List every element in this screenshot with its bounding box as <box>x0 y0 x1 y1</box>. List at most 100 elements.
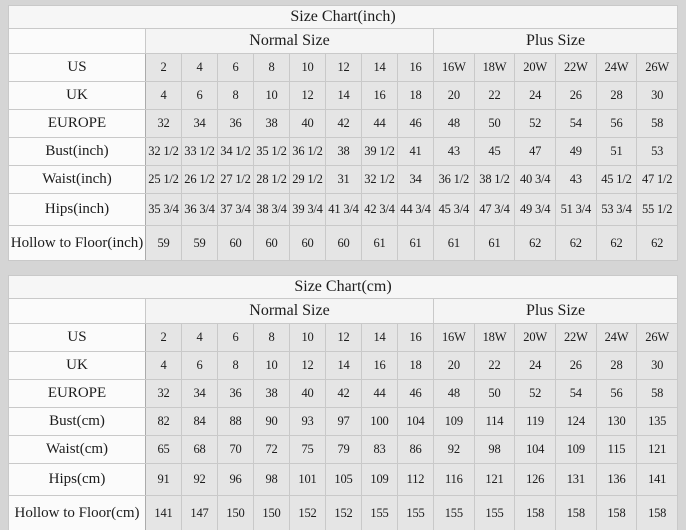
size-value-cell: 14 <box>361 323 398 352</box>
size-value-cell: 46 <box>397 379 434 408</box>
size-value-cell: 45 <box>473 137 516 166</box>
size-value-cell: 38 3/4 <box>253 193 290 226</box>
size-value-cell: 60 <box>289 225 326 261</box>
size-value-cell: 28 1/2 <box>253 165 290 194</box>
size-value-cell: 75 <box>289 435 326 464</box>
size-value-cell: 61 <box>397 225 434 261</box>
size-value-cell: 41 <box>397 137 434 166</box>
size-value-cell: 26 1/2 <box>181 165 218 194</box>
size-value-cell: 18W <box>473 323 516 352</box>
table-row: UK 4 6 8 10 12 14 16 18 20 22 24 26 28 30 <box>8 81 678 110</box>
size-value-cell: 141 <box>145 495 182 530</box>
size-value-cell: 34 1/2 <box>217 137 254 166</box>
size-value-cell: 62 <box>514 225 556 261</box>
size-value-cell: 34 <box>181 379 218 408</box>
size-value-cell: 22 <box>473 81 516 110</box>
size-value-cell: 32 <box>145 379 182 408</box>
size-value-cell: 55 1/2 <box>636 193 678 226</box>
size-value-cell: 12 <box>325 323 362 352</box>
size-value-cell: 2 <box>145 323 182 352</box>
size-value-cell: 38 <box>253 379 290 408</box>
row-label: Hips(cm) <box>8 463 146 496</box>
size-value-cell: 18W <box>473 53 516 82</box>
size-value-cell: 121 <box>636 435 678 464</box>
size-value-cell: 26 <box>554 351 597 380</box>
size-value-cell: 48 <box>433 109 475 138</box>
size-value-cell: 88 <box>217 407 254 436</box>
size-value-cell: 4 <box>181 53 218 82</box>
size-value-cell: 50 <box>473 379 516 408</box>
size-value-cell: 147 <box>181 495 218 530</box>
size-value-cell: 24W <box>595 53 638 82</box>
size-value-cell: 6 <box>181 81 218 110</box>
size-value-cell: 14 <box>325 81 362 110</box>
size-value-cell: 49 3/4 <box>514 193 556 226</box>
size-value-cell: 141 <box>636 463 678 496</box>
size-value-cell: 18 <box>397 81 434 110</box>
table-row: Hollow to Floor(inch) 59 59 60 60 60 60 61 61 61 6… <box>8 225 678 261</box>
size-value-cell: 100 <box>361 407 398 436</box>
size-value-cell: 32 <box>145 109 182 138</box>
label-column-spacer <box>8 298 146 324</box>
size-value-cell: 34 <box>181 109 218 138</box>
size-value-cell: 49 <box>554 137 597 166</box>
size-value-cell: 53 3/4 <box>595 193 638 226</box>
size-value-cell: 84 <box>181 407 218 436</box>
size-value-cell: 59 <box>145 225 182 261</box>
size-value-cell: 44 3/4 <box>397 193 434 226</box>
table-title-row: Size Chart(inch) <box>8 5 678 29</box>
size-table-body: US 2 4 6 8 10 12 14 16 16W 18W 20W 22W 24W 26W UK 4 6 8 10 1… <box>8 323 678 530</box>
size-value-cell: 40 3/4 <box>514 165 556 194</box>
size-value-cell: 4 <box>181 323 218 352</box>
size-table-body: US 2 4 6 8 10 12 14 16 16W 18W 20W 22W 24W 26W UK 4 6 8 10 1… <box>8 53 678 261</box>
size-value-cell: 37 3/4 <box>217 193 254 226</box>
size-value-cell: 155 <box>361 495 398 530</box>
size-value-cell: 22W <box>554 53 597 82</box>
size-value-cell: 45 3/4 <box>433 193 475 226</box>
size-value-cell: 65 <box>145 435 182 464</box>
size-value-cell: 70 <box>217 435 254 464</box>
size-value-cell: 51 <box>595 137 638 166</box>
table-row: EUROPE 32 34 36 38 40 42 44 46 48 50 52 54 56 58 <box>8 379 678 408</box>
size-value-cell: 104 <box>397 407 434 436</box>
size-value-cell: 10 <box>289 53 326 82</box>
size-value-cell: 155 <box>397 495 434 530</box>
size-value-cell: 124 <box>554 407 597 436</box>
size-value-cell: 52 <box>514 109 556 138</box>
table-row: Hips(inch) 35 3/4 36 3/4 37 3/4 38 3/4 39 3/4… <box>8 193 678 226</box>
size-value-cell: 101 <box>289 463 326 496</box>
size-value-cell: 32 1/2 <box>361 165 398 194</box>
size-value-cell: 31 <box>325 165 362 194</box>
size-value-cell: 16W <box>433 53 475 82</box>
size-value-cell: 22 <box>473 351 516 380</box>
size-value-cell: 25 1/2 <box>145 165 182 194</box>
size-value-cell: 36 1/2 <box>289 137 326 166</box>
size-value-cell: 28 <box>595 81 638 110</box>
size-value-cell: 155 <box>473 495 516 530</box>
size-value-cell: 86 <box>397 435 434 464</box>
row-label: EUROPE <box>8 109 146 138</box>
size-value-cell: 109 <box>433 407 475 436</box>
size-value-cell: 92 <box>181 463 218 496</box>
size-value-cell: 43 <box>554 165 597 194</box>
size-value-cell: 98 <box>253 463 290 496</box>
size-value-cell: 20W <box>514 53 556 82</box>
size-value-cell: 20 <box>433 81 475 110</box>
size-value-cell: 12 <box>325 53 362 82</box>
size-value-cell: 42 <box>325 379 362 408</box>
size-value-cell: 27 1/2 <box>217 165 254 194</box>
table-row: US 2 4 6 8 10 12 14 16 16W 18W 20W 22W 24W 26W <box>8 53 678 82</box>
size-value-cell: 130 <box>595 407 638 436</box>
size-value-cell: 6 <box>217 323 254 352</box>
size-value-cell: 6 <box>181 351 218 380</box>
size-value-cell: 48 <box>433 379 475 408</box>
size-value-cell: 4 <box>145 81 182 110</box>
size-value-cell: 60 <box>325 225 362 261</box>
size-value-cell: 40 <box>289 109 326 138</box>
size-value-cell: 56 <box>595 109 638 138</box>
row-label: Bust(cm) <box>8 407 146 436</box>
row-label: Waist(cm) <box>8 435 146 464</box>
size-value-cell: 47 <box>514 137 556 166</box>
size-value-cell: 26W <box>636 323 678 352</box>
size-value-cell: 136 <box>595 463 638 496</box>
